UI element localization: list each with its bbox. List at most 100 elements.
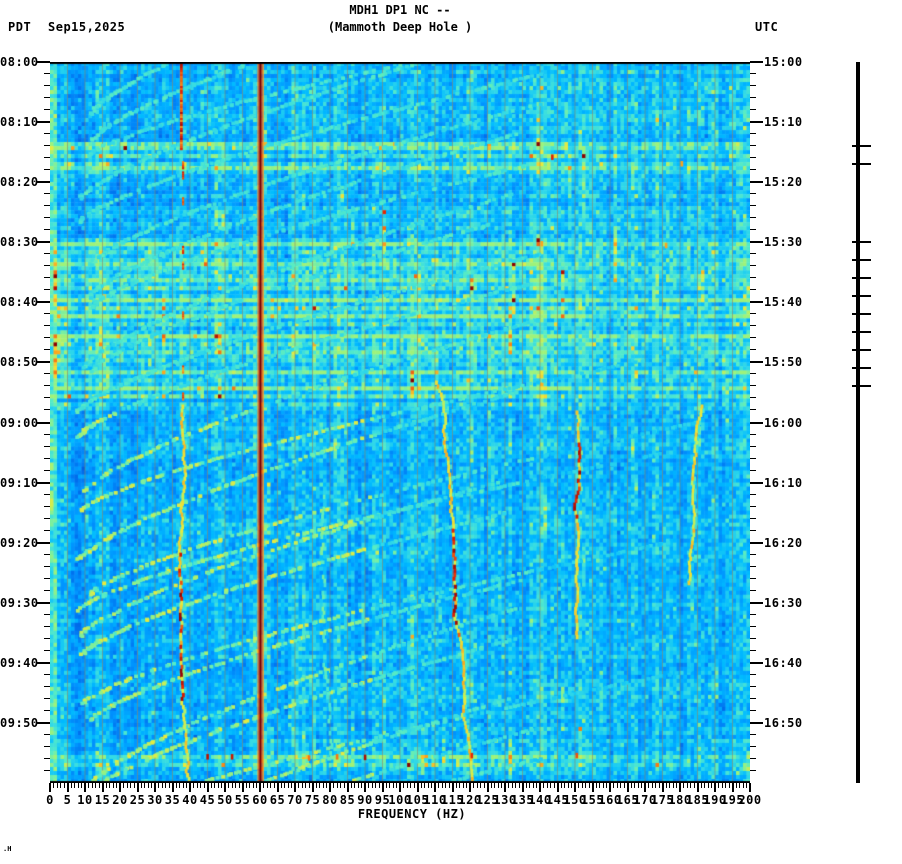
freq-label: 15	[94, 793, 111, 807]
time-tick-left-minor	[44, 409, 50, 411]
freq-tick-minor	[441, 783, 443, 788]
freq-tick-minor	[203, 783, 205, 788]
freq-tick-minor	[746, 783, 747, 788]
timezone-right-label: UTC	[755, 20, 779, 34]
freq-tick-minor	[462, 783, 464, 788]
time-tick-right-minor	[750, 397, 756, 399]
freq-tick-major	[311, 783, 314, 792]
time-tick-right-minor	[750, 289, 756, 291]
freq-tick-minor	[214, 783, 215, 788]
freq-label: 70	[287, 793, 303, 807]
freq-tick-major	[189, 783, 191, 792]
freq-tick-minor	[676, 783, 677, 788]
time-label-right: 15:20	[764, 175, 803, 190]
time-tick-right-minor	[750, 709, 756, 711]
freq-tick-major	[154, 783, 156, 792]
time-label-left: 08:50	[0, 355, 39, 370]
time-tick-left-minor	[44, 553, 50, 555]
event-tick	[852, 313, 871, 316]
freq-tick-minor	[252, 783, 254, 788]
time-tick-right-minor	[750, 373, 756, 375]
time-tick-right-minor	[750, 637, 756, 639]
time-tick-left-minor	[44, 313, 50, 315]
freq-tick-minor	[616, 783, 618, 788]
freq-tick-minor	[637, 783, 639, 788]
freq-tick-major	[66, 783, 69, 792]
time-tick-left-minor	[44, 385, 50, 387]
time-tick-right-minor	[750, 493, 756, 495]
time-tick-right-minor	[750, 325, 756, 327]
freq-tick-major	[696, 783, 699, 792]
time-tick-right-minor	[750, 109, 756, 111]
time-label-right: 15:30	[764, 235, 803, 250]
time-tick-right-major	[750, 241, 763, 244]
time-label-right: 16:50	[764, 715, 803, 730]
time-tick-right-minor	[750, 337, 756, 339]
freq-label: 55	[234, 793, 251, 807]
freq-tick-minor	[231, 783, 233, 788]
time-tick-left-minor	[44, 517, 50, 519]
freq-tick-major	[136, 783, 139, 792]
time-tick-right-minor	[750, 253, 756, 255]
freq-tick-major	[259, 783, 261, 792]
freq-tick-major	[749, 783, 751, 792]
freq-tick-major	[434, 783, 436, 792]
freq-tick-minor	[718, 783, 719, 788]
freq-tick-minor	[77, 783, 79, 788]
freq-tick-minor	[123, 783, 124, 788]
freq-tick-minor	[543, 783, 544, 788]
event-tick	[852, 295, 871, 298]
time-tick-left-minor	[44, 217, 50, 219]
time-tick-right-minor	[750, 685, 756, 687]
freq-tick-minor	[371, 783, 373, 788]
event-tick	[852, 277, 871, 280]
freq-tick-minor	[686, 783, 688, 788]
freq-tick-minor	[228, 783, 229, 788]
freq-tick-minor	[392, 783, 394, 788]
freq-label: 80	[322, 793, 338, 807]
freq-tick-major	[224, 783, 226, 792]
spectrogram-heatmap	[50, 62, 750, 783]
freq-tick-minor	[665, 783, 667, 788]
freq-tick-minor	[168, 783, 170, 788]
freq-tick-minor	[403, 783, 404, 788]
freq-tick-minor	[333, 783, 334, 788]
freq-tick-minor	[651, 783, 653, 788]
time-tick-right-major	[750, 721, 763, 724]
time-tick-right-minor	[750, 469, 756, 471]
freq-tick-minor	[613, 783, 614, 788]
time-label-right: 16:00	[764, 415, 803, 430]
time-tick-left-minor	[44, 205, 50, 207]
freq-tick-major	[626, 783, 629, 792]
freq-tick-minor	[728, 783, 730, 788]
freq-tick-minor	[186, 783, 187, 788]
freq-tick-minor	[361, 783, 362, 788]
freq-tick-major	[504, 783, 506, 792]
time-tick-left-minor	[44, 169, 50, 171]
freq-tick-minor	[735, 783, 737, 788]
freq-tick-minor	[165, 783, 166, 788]
freq-tick-minor	[588, 783, 590, 788]
event-tick	[852, 163, 871, 166]
freq-tick-minor	[490, 783, 492, 788]
time-tick-right-minor	[750, 73, 756, 75]
freq-label: 115	[440, 793, 465, 807]
time-tick-right-minor	[750, 589, 756, 591]
time-tick-right-major	[750, 541, 763, 544]
time-tick-right-minor	[750, 157, 756, 159]
freq-tick-minor	[518, 783, 520, 788]
time-tick-right-minor	[750, 97, 756, 99]
freq-tick-minor	[147, 783, 149, 788]
freq-tick-minor	[742, 783, 744, 788]
time-tick-left-minor	[44, 757, 50, 759]
freq-tick-minor	[280, 783, 282, 788]
time-label-left: 08:40	[0, 295, 39, 310]
freq-tick-major	[486, 783, 489, 792]
time-tick-right-minor	[750, 205, 756, 207]
freq-label: 130	[493, 793, 517, 807]
freq-tick-minor	[322, 783, 324, 788]
freq-label: 125	[475, 793, 500, 807]
freq-label: 105	[405, 793, 430, 807]
freq-tick-minor	[739, 783, 740, 788]
time-tick-right-minor	[750, 769, 756, 771]
